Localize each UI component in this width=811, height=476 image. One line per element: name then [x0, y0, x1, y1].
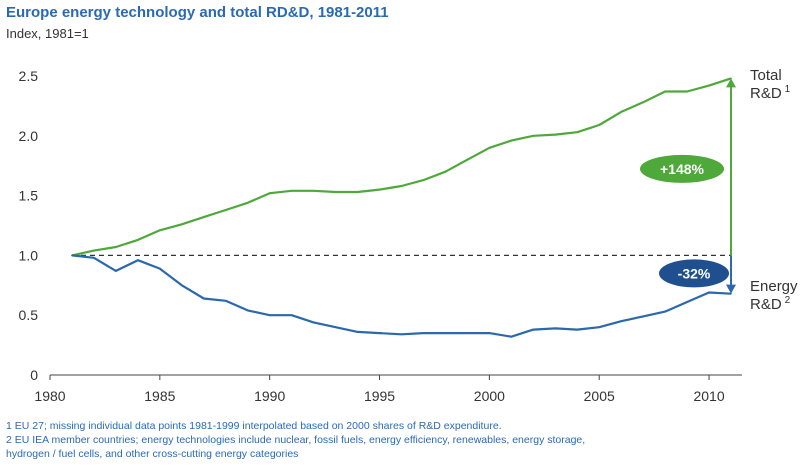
- data-point: [115, 246, 117, 248]
- total-change-arrow-head: [726, 78, 737, 88]
- data-point: [115, 270, 117, 272]
- y-tick-label: 0.5: [19, 307, 39, 323]
- data-point: [312, 321, 315, 324]
- y-tick-label: 2.0: [19, 128, 39, 144]
- data-point: [268, 314, 271, 317]
- energy-rd-label-sup: 2: [785, 295, 791, 306]
- data-point: [510, 139, 513, 142]
- data-point: [224, 300, 227, 302]
- data-point: [620, 111, 622, 113]
- chart-title: Europe energy technology and total RD&D,…: [6, 4, 389, 21]
- data-point: [137, 259, 139, 261]
- data-point: [268, 192, 271, 195]
- x-tick-label: 1990: [254, 388, 285, 404]
- data-point: [290, 314, 293, 317]
- chart-subtitle: Index, 1981=1: [6, 26, 89, 41]
- data-point: [488, 146, 491, 149]
- footnote-1: 1 EU 27; missing individual data points …: [6, 420, 502, 432]
- x-tick-label: 1985: [144, 388, 175, 404]
- data-point: [488, 332, 491, 334]
- data-point: [576, 328, 579, 331]
- footnote-2: 2 EU IEA member countries; energy techno…: [6, 434, 586, 446]
- data-point: [181, 284, 183, 287]
- data-point: [290, 190, 293, 192]
- data-point: [422, 179, 425, 181]
- data-point: [642, 101, 644, 104]
- total-rd-line: [71, 77, 732, 257]
- energy-rd-line: [71, 254, 732, 338]
- data-point: [444, 332, 447, 334]
- line-chart: 0 0.5 1.0 1.5 2.0 2.5 1980 1985 1990 1995 2000 2005…: [19, 67, 798, 404]
- data-point: [181, 223, 183, 226]
- data-point: [532, 135, 535, 137]
- data-point: [159, 229, 161, 232]
- energy-change-arrow-head: [726, 284, 737, 294]
- energy-change-badge: [659, 259, 729, 288]
- data-point: [356, 331, 359, 333]
- data-point: [422, 332, 425, 334]
- x-tick-label: 1995: [364, 388, 395, 404]
- data-point: [378, 188, 381, 191]
- y-tick-label: 1.0: [19, 247, 39, 263]
- data-point: [93, 256, 95, 259]
- total-change-badge: [640, 154, 724, 183]
- total-rd-label-sup: 1: [785, 84, 791, 95]
- data-point: [686, 301, 688, 303]
- total-rd-label-line1: Total: [750, 67, 782, 84]
- data-point: [642, 315, 644, 318]
- data-point: [510, 335, 513, 338]
- x-tick-label: 2000: [474, 388, 505, 404]
- data-point: [708, 84, 710, 87]
- data-point: [664, 310, 666, 313]
- footnote-2-cont: hydrogen / fuel cells, and other cross-c…: [6, 448, 299, 460]
- data-point: [466, 158, 469, 161]
- y-tick-label: 2.5: [19, 68, 39, 84]
- data-point: [312, 190, 315, 192]
- energy-rd-label-line1: Energy: [750, 278, 798, 295]
- data-point: [576, 131, 579, 134]
- x-tick-label: 2010: [693, 388, 724, 404]
- data-point: [554, 133, 557, 136]
- y-tick-label: 0: [30, 367, 38, 383]
- data-point: [93, 249, 95, 252]
- data-point: [532, 328, 535, 331]
- data-point: [202, 297, 205, 300]
- x-tick-label: 2005: [584, 388, 615, 404]
- data-point: [334, 326, 337, 328]
- data-point: [71, 254, 73, 257]
- data-point: [598, 124, 601, 126]
- data-point: [202, 216, 205, 218]
- data-point: [620, 320, 622, 322]
- data-point: [444, 170, 447, 173]
- data-point: [378, 332, 381, 334]
- data-point: [400, 185, 403, 187]
- y-tick-label: 1.5: [19, 188, 39, 204]
- data-point: [554, 327, 557, 330]
- data-point: [246, 201, 249, 204]
- data-point: [356, 191, 359, 193]
- data-point: [159, 267, 161, 270]
- data-point: [466, 332, 469, 334]
- energy-rd-label-line2: R&D 2: [750, 295, 791, 313]
- data-point: [686, 90, 688, 93]
- data-point: [224, 209, 227, 211]
- data-point: [246, 309, 249, 312]
- data-point: [334, 191, 337, 193]
- data-point: [400, 333, 403, 336]
- total-change-badge-label: +148%: [660, 161, 705, 177]
- x-tick-label: 1980: [34, 388, 65, 404]
- total-rd-label-line2: R&D 1: [750, 84, 791, 102]
- footnotes: 1 EU 27; missing individual data points …: [6, 419, 585, 461]
- energy-change-badge-label: -32%: [678, 265, 711, 281]
- data-point: [137, 239, 139, 241]
- data-point: [598, 326, 601, 328]
- data-point: [664, 90, 666, 93]
- data-point: [708, 291, 710, 294]
